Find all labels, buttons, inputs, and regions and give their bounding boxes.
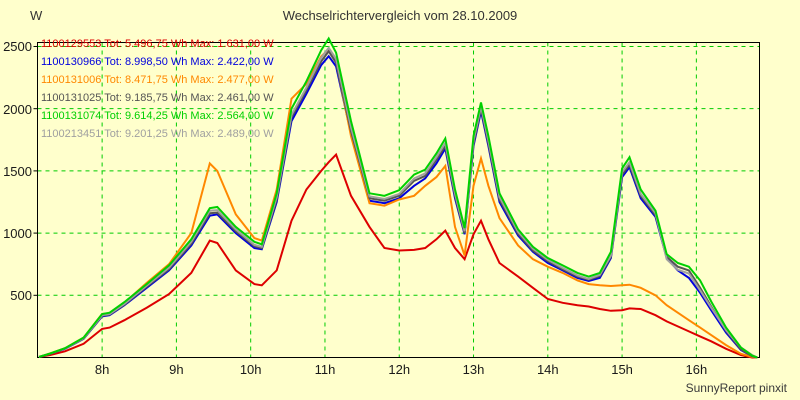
chart-title: Wechselrichtervergleich vom 28.10.2009: [282, 8, 518, 23]
series-line-1100131006: [38, 47, 758, 359]
y-tick-label: 2000: [3, 101, 32, 117]
legend-row-1100131074: 1100131074 Tot: 9.614,25 Wh Max: 2.564,0…: [41, 110, 274, 122]
legend-row-1100129553: 1100129553 Tot: 5.496,75 Wh Max: 1.631,0…: [41, 38, 274, 50]
legend-row-1100130966: 1100130966 Tot: 8.998,50 Wh Max: 2.422,0…: [41, 56, 274, 68]
x-tick-label: 11h: [314, 362, 336, 377]
plot-border: [37, 42, 760, 358]
legend-row-1100131006: 1100131006 Tot: 8.471,75 Wh Max: 2.477,0…: [41, 74, 274, 86]
x-tick-label: 9h: [169, 362, 184, 377]
x-tick-label: 16h: [685, 362, 708, 377]
legend-row-1100213451: 1100213451 Tot: 9.201,25 Wh Max: 2.489,0…: [41, 128, 274, 140]
x-tick-label: 12h: [388, 362, 411, 377]
x-tick-label: 15h: [611, 362, 633, 377]
x-tick-label: 8h: [94, 362, 110, 377]
series-line-1100131025: [38, 49, 758, 359]
gridlines: [37, 42, 760, 358]
series-line-1100213451: [38, 46, 758, 359]
footer-credit: SunnyReport pinxit: [685, 381, 787, 395]
x-tick-label: 14h: [536, 362, 559, 377]
y-tick-label: 1500: [3, 163, 32, 179]
y-tick-label: 2500: [3, 39, 32, 55]
legend-row-1100131025: 1100131025 Tot: 9.185,75 Wh Max: 2.461,0…: [41, 92, 274, 104]
series-line-1100131074: [38, 36, 758, 359]
series-line-1100129553: [38, 152, 758, 359]
y-tick-label: 500: [10, 288, 32, 304]
x-tick-label: 13h: [462, 362, 485, 377]
y-axis-unit-label: W: [30, 8, 43, 23]
x-tick-label: 10h: [239, 362, 262, 377]
y-tick-label: 1000: [3, 226, 32, 242]
